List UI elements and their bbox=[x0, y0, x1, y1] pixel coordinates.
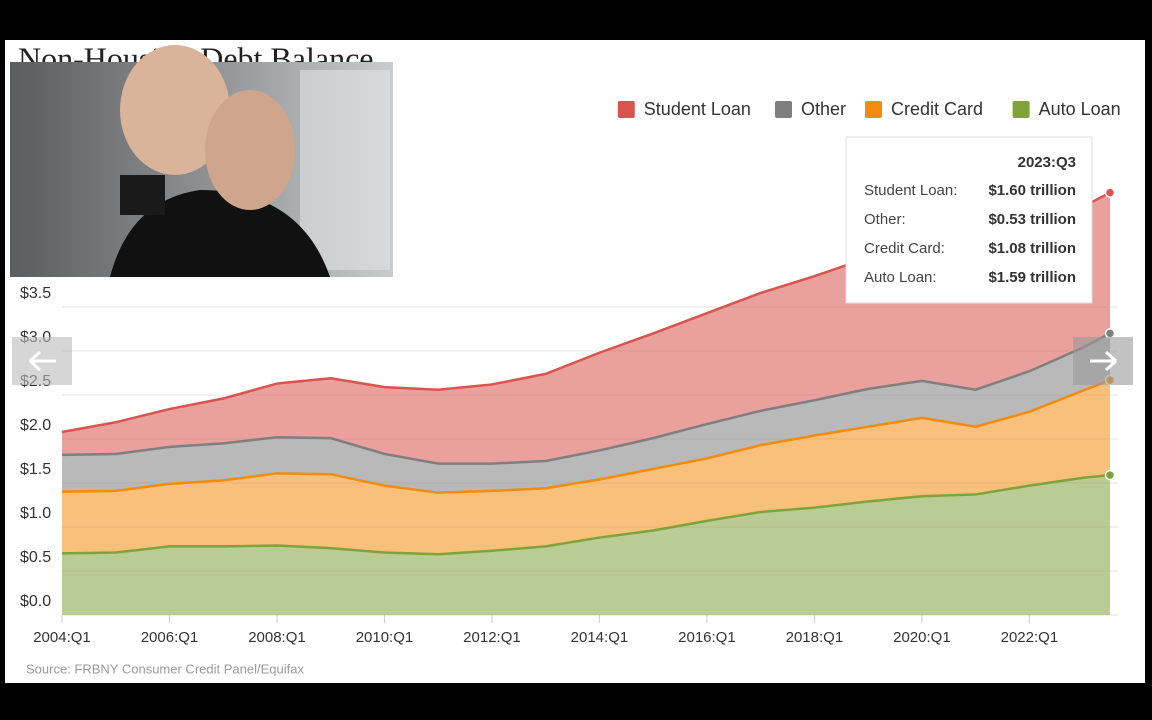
next-button[interactable] bbox=[1073, 337, 1133, 385]
x-tick-label: 2020:Q1 bbox=[893, 629, 951, 646]
y-tick-label: $1.5 bbox=[20, 461, 51, 478]
tooltip-value: $1.60 trillion bbox=[988, 182, 1076, 199]
tooltip-rows: Student Loan: $1.60 trillion Other: $0.53 t… bbox=[864, 182, 1076, 286]
x-tick-label: 2010:Q1 bbox=[356, 629, 414, 646]
x-tick-label: 2016:Q1 bbox=[678, 629, 736, 646]
legend-label: Other bbox=[801, 99, 846, 119]
area-fill bbox=[62, 380, 1110, 555]
x-tick-label: 2014:Q1 bbox=[571, 629, 629, 646]
x-tick-label: 2004:Q1 bbox=[33, 629, 91, 646]
legend-swatch bbox=[865, 101, 882, 118]
next-arrow[interactable] bbox=[1090, 350, 1118, 372]
wristband bbox=[120, 175, 165, 215]
legend-label: Student Loan bbox=[644, 99, 751, 119]
legend: Student Loan Other Credit Card Auto Loan bbox=[617, 99, 1121, 119]
tooltip-value: $1.08 trillion bbox=[988, 240, 1076, 257]
legend-swatch bbox=[1012, 101, 1030, 118]
series-line bbox=[61, 332, 1111, 465]
plot: $0.0$0.5$1.0$1.5$2.0$2.5$3.0$3.52004:Q12… bbox=[20, 187, 1118, 646]
tooltip-box bbox=[845, 136, 1093, 304]
end-point bbox=[1104, 187, 1116, 198]
legend-swatch bbox=[617, 101, 635, 118]
tooltip-label: Credit Card: bbox=[864, 240, 945, 257]
area-fill bbox=[62, 475, 1110, 615]
tooltip-title: 2023:Q3 bbox=[1018, 154, 1076, 171]
face bbox=[120, 45, 230, 175]
legend-label: Auto Loan bbox=[1039, 99, 1121, 119]
legend-label: Credit Card bbox=[891, 99, 983, 119]
tooltip-label: Auto Loan: bbox=[864, 269, 937, 286]
y-tick-label: $0.5 bbox=[20, 549, 51, 566]
hand bbox=[205, 90, 295, 210]
y-tick-label: $0.0 bbox=[20, 593, 51, 610]
tooltip-label: Other: bbox=[864, 211, 906, 228]
tooltip-value: $1.59 trillion bbox=[988, 269, 1076, 286]
series-line bbox=[61, 473, 1111, 556]
legend-swatch bbox=[775, 101, 792, 118]
area-fill bbox=[62, 333, 1110, 493]
end-point bbox=[1104, 469, 1116, 481]
tooltip-value: $0.53 trillion bbox=[988, 211, 1076, 228]
window bbox=[300, 70, 390, 270]
y-tick-label: $1.0 bbox=[20, 505, 51, 522]
x-tick-label: 2008:Q1 bbox=[248, 629, 306, 646]
source: Source: FRBNY Consumer Credit Panel/Equi… bbox=[26, 661, 304, 676]
prev-button[interactable] bbox=[12, 337, 72, 385]
x-tick-label: 2022:Q1 bbox=[1001, 629, 1059, 646]
webcam bbox=[10, 45, 393, 277]
end-point bbox=[1104, 328, 1116, 339]
y-tick-label: $3.5 bbox=[20, 285, 51, 302]
x-tick-label: 2006:Q1 bbox=[141, 629, 199, 646]
tooltip-label: Student Loan: bbox=[864, 182, 957, 199]
x-tick-label: 2018:Q1 bbox=[786, 629, 844, 646]
prev-arrow[interactable] bbox=[28, 350, 56, 372]
x-tick-label: 2012:Q1 bbox=[463, 629, 521, 646]
series-line bbox=[61, 378, 1111, 494]
tooltip: 2023:Q3 Student Loan: $1.60 trillion Other… bbox=[845, 136, 1093, 304]
y-tick-label: $2.0 bbox=[20, 417, 51, 434]
area-fill bbox=[62, 192, 1110, 464]
